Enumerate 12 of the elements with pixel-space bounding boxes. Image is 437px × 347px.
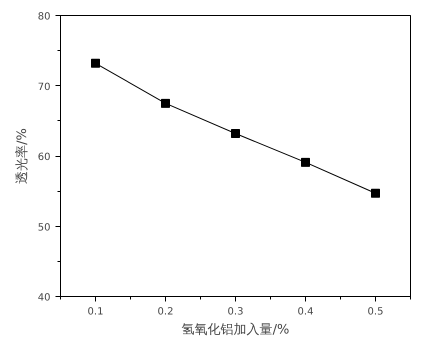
y-tick-label: 40 (38, 292, 51, 304)
y-axis-title: 透光率/% (14, 128, 30, 184)
x-tick-label: 0.3 (228, 306, 244, 318)
x-tick-label: 0.2 (158, 306, 174, 318)
x-tick-label: 0.4 (298, 306, 314, 318)
y-tick-label: 60 (38, 152, 51, 163)
y-tick-label: 80 (38, 12, 51, 22)
x-axis-title: 氢氧化铝加入量/% (182, 322, 290, 338)
x-tick-label: 0.1 (88, 306, 104, 318)
x-tick-label: 0.5 (368, 306, 384, 318)
y-tick-label: 70 (38, 82, 51, 93)
y-tick-label: 50 (38, 222, 51, 234)
